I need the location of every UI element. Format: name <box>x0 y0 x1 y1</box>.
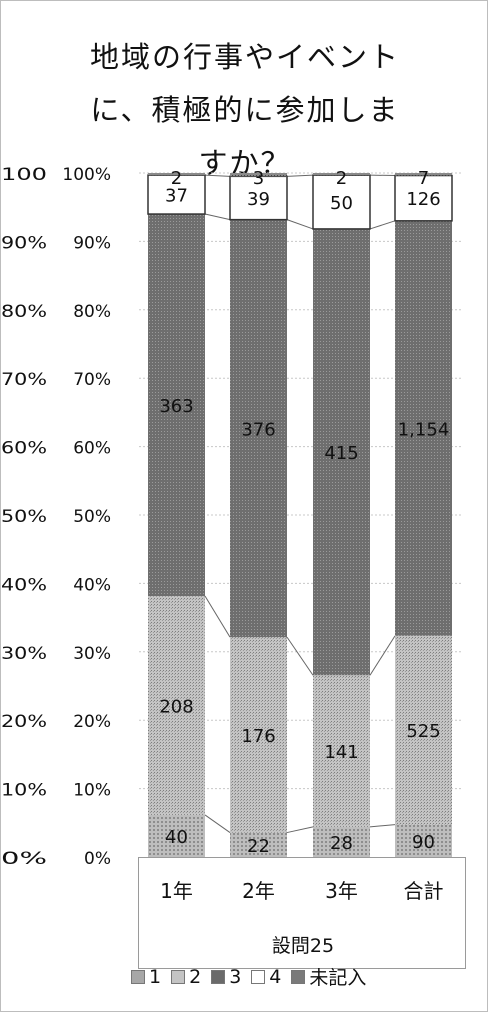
series-line <box>205 596 230 637</box>
legend-swatch-3 <box>211 970 225 984</box>
y-tick-label-clipped: 100 <box>1 165 47 185</box>
legend-swatch-1 <box>131 970 145 984</box>
legend-item-5: 未記入 <box>291 963 366 990</box>
x-axis-title: 設問25 <box>1 931 488 958</box>
data-label: 2 <box>336 168 347 189</box>
data-label: 141 <box>324 742 358 763</box>
y-tick-label: 0% <box>84 849 111 869</box>
data-label: 50 <box>330 193 353 214</box>
legend-swatch-2 <box>171 970 185 984</box>
legend-swatch-4 <box>251 970 265 984</box>
y-tick-label-clipped: 80% <box>1 302 47 322</box>
y-tick-label: 70% <box>73 370 111 390</box>
legend-label-5: 未記入 <box>309 963 366 990</box>
legend-swatch-5 <box>291 970 305 984</box>
y-tick-label-clipped: 10% <box>1 781 47 801</box>
legend-item-2: 2 <box>171 966 201 988</box>
legend-item-1: 1 <box>131 966 161 988</box>
y-tick-label: 60% <box>73 439 111 459</box>
y-tick-label: 40% <box>73 575 111 595</box>
y-tick-label: 10% <box>73 781 111 801</box>
data-label: 208 <box>159 696 193 717</box>
y-tick-label-clipped: 90% <box>1 233 47 253</box>
data-label: 2 <box>171 168 182 189</box>
data-label: 176 <box>241 726 275 747</box>
series-line <box>287 827 313 833</box>
y-tick-label-clipped: 30% <box>1 644 47 664</box>
y-tick-label: 20% <box>73 712 111 732</box>
series-line <box>370 636 395 675</box>
legend-label-3: 3 <box>229 966 241 988</box>
data-label: 415 <box>324 443 358 464</box>
legend: 1 2 3 4 未記入 <box>131 963 366 990</box>
data-label: 376 <box>241 419 275 440</box>
data-label: 3 <box>253 168 264 189</box>
y-tick-label-clipped: 50% <box>1 507 47 527</box>
y-tick-label-clipped: 20% <box>1 712 47 732</box>
series-line <box>205 214 230 220</box>
y-axis: 100% 100 90% 90% 80% 80% 70% 70% 60% 60% 50% 50% 40%… <box>1 165 111 869</box>
data-label: 525 <box>406 721 440 742</box>
y-tick-label-clipped: 60% <box>1 439 47 459</box>
data-label: 1,154 <box>398 419 450 440</box>
data-label: 28 <box>330 833 353 854</box>
y-tick-label: 30% <box>73 644 111 664</box>
legend-label-4: 4 <box>269 966 281 988</box>
data-label: 39 <box>247 189 270 210</box>
y-tick-label: 90% <box>73 233 111 253</box>
data-label: 40 <box>165 827 188 848</box>
data-label: 22 <box>247 836 270 857</box>
data-label: 90 <box>412 832 435 853</box>
series-line <box>287 637 313 675</box>
y-tick-label: 80% <box>73 302 111 322</box>
series-line <box>287 220 313 229</box>
data-label: 7 <box>418 168 429 189</box>
legend-item-4: 4 <box>251 966 281 988</box>
y-tick-label-clipped: 0% <box>1 849 47 869</box>
y-tick-label-clipped: 40% <box>1 575 47 595</box>
series-line <box>370 825 395 827</box>
series-line <box>205 815 230 833</box>
legend-label-2: 2 <box>189 966 201 988</box>
legend-item-3: 3 <box>211 966 241 988</box>
data-label: 126 <box>406 189 440 210</box>
series-line <box>370 221 395 229</box>
y-tick-label: 100% <box>62 165 111 185</box>
series-line <box>287 175 313 176</box>
series-line <box>205 175 230 176</box>
y-tick-label: 50% <box>73 507 111 527</box>
y-tick-label-clipped: 70% <box>1 370 47 390</box>
data-label: 363 <box>159 396 193 417</box>
legend-label-1: 1 <box>149 966 161 988</box>
